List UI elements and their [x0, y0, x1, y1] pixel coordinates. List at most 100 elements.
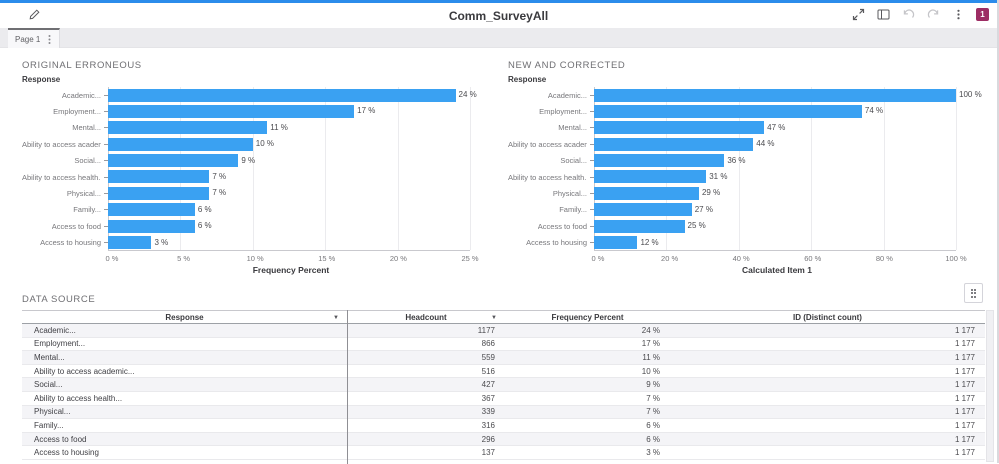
report-layout-icon[interactable] [876, 7, 890, 21]
bar[interactable] [108, 121, 268, 135]
bar[interactable] [594, 186, 699, 200]
table-cell: 24 % [641, 325, 660, 335]
undo-icon[interactable] [901, 7, 915, 21]
chart-title: NEW AND CORRECTED [508, 60, 626, 71]
more-vertical-icon[interactable] [951, 7, 965, 21]
table-cell: 516 [481, 366, 495, 376]
tab-menu-icon[interactable] [47, 34, 52, 45]
bar-chart-new-and-corrected: NEW AND CORRECTED Response Academic... Em… [508, 60, 982, 276]
redo-icon[interactable] [926, 7, 940, 21]
bar[interactable] [594, 88, 956, 102]
bar-value-label: 36 % [727, 155, 746, 165]
column-header[interactable]: Response ▼ [165, 312, 339, 322]
bar[interactable] [108, 104, 355, 118]
bar[interactable] [108, 154, 239, 168]
bar-row[interactable]: 6 % [108, 218, 470, 234]
bar[interactable] [108, 137, 253, 151]
bar[interactable] [108, 236, 152, 250]
bar-value-label: 25 % [687, 221, 706, 231]
category-label: Employment... [508, 103, 594, 119]
bar-row[interactable]: 7 % [108, 185, 470, 201]
table-cell: 1177 [477, 325, 495, 335]
table-row[interactable]: Access to housing 137 3 % 1 177 [22, 446, 985, 460]
column-header[interactable]: Headcount ▼ [405, 312, 497, 322]
column-header[interactable]: ID (Distinct count) [793, 312, 862, 322]
bar-row[interactable]: 74 % [594, 103, 956, 119]
bar-row[interactable]: 31 % [594, 169, 956, 185]
table-row[interactable]: Social... 427 9 % 1 177 [22, 378, 985, 392]
sort-arrow-icon[interactable]: ▼ [491, 315, 497, 321]
bar[interactable] [108, 186, 210, 200]
table-row[interactable]: Access to food 296 6 % 1 177 [22, 432, 985, 447]
bar-value-label: 10 % [255, 139, 275, 149]
frozen-column-divider[interactable] [347, 310, 348, 464]
table-cell: Ability to access health... [34, 393, 123, 403]
table-cell: 316 [481, 420, 495, 430]
bar[interactable] [108, 170, 210, 184]
x-axis-ticks: 0 % 5 % 10 % 15 % 20 % 25 % [106, 251, 479, 263]
bar[interactable] [108, 203, 195, 217]
category-label: Ability to access health... [22, 169, 108, 185]
expand-icon[interactable] [851, 7, 865, 21]
bar[interactable] [108, 219, 195, 233]
bar[interactable] [594, 236, 638, 250]
bar-row[interactable]: 24 % [108, 87, 477, 103]
table-row[interactable]: Mental... 559 11 % 1 177 [22, 351, 985, 365]
y-axis-labels: Academic... Employment... Mental... Ability… [508, 87, 594, 251]
bar-value-label: 9 % [241, 155, 256, 165]
bar-row[interactable]: 17 % [108, 103, 470, 119]
x-tick-label: 60 % [804, 254, 822, 263]
bar-row[interactable]: 29 % [594, 185, 956, 201]
table-body: Academic... 1177 24 % 1 177 Employment... 866… [22, 324, 985, 460]
x-tick-label: 5 % [177, 254, 191, 263]
bar-row[interactable]: 36 % [594, 153, 956, 169]
bar-row[interactable]: 25 % [594, 218, 956, 234]
bar-row[interactable]: 47 % [594, 120, 956, 136]
bar[interactable] [594, 137, 754, 151]
bar[interactable] [594, 121, 765, 135]
bar-row[interactable]: 7 % [108, 169, 470, 185]
table-row[interactable]: Family... 316 6 % 1 177 [22, 419, 985, 433]
table-cell: 7 % [646, 393, 660, 403]
y-axis-labels: Academic... Employment... Mental... Ability… [22, 87, 108, 251]
bar-row[interactable]: 100 % [594, 87, 982, 103]
bar-row[interactable]: 6 % [108, 202, 470, 218]
table-row[interactable]: Ability to access health... 367 7 % 1 177 [22, 391, 985, 406]
bar-row[interactable]: 12 % [594, 235, 956, 251]
edit-pencil-icon[interactable] [28, 8, 41, 21]
category-label: Academic... [508, 87, 594, 103]
bar-row[interactable]: 10 % [108, 136, 470, 152]
sort-arrow-icon[interactable]: ▼ [333, 315, 339, 321]
table-cell: 1 177 [954, 434, 975, 444]
x-tick-label: 40 % [732, 254, 750, 263]
chart-title: ORIGINAL ERRONEOUS [22, 60, 142, 71]
x-tick-label: 0 % [105, 254, 119, 263]
plot-area: 100 % 74 % 47 % 44 % 36 % 31 % 29 % 27 % 25 % 12 … [594, 87, 982, 251]
table-cell: Social... [34, 380, 63, 390]
table-scrollbar[interactable] [986, 310, 994, 462]
alert-badge[interactable]: 1 [976, 7, 989, 21]
bar-row[interactable]: 27 % [594, 202, 956, 218]
x-axis-ticks: 0 % 20 % 40 % 60 % 80 % 100 % [592, 251, 967, 263]
table-row[interactable]: Ability to access academic... 516 10 % 1 17… [22, 364, 985, 379]
object-menu-button[interactable] [964, 283, 983, 303]
bar-row[interactable]: 11 % [108, 120, 470, 136]
tab-page-1[interactable]: Page 1 [8, 28, 61, 48]
bar-row[interactable]: 3 % [108, 235, 470, 251]
bar[interactable] [594, 203, 692, 217]
column-header[interactable]: Frequency Percent [551, 312, 624, 322]
table-row[interactable]: Academic... 1177 24 % 1 177 [22, 324, 985, 338]
category-label: Employment... [22, 103, 108, 119]
table-cell: 1 177 [954, 393, 975, 403]
bar-row[interactable]: 44 % [594, 136, 956, 152]
bar-value-label: 17 % [357, 106, 376, 116]
bar[interactable] [594, 104, 862, 118]
table-cell: 1 177 [954, 352, 975, 362]
table-row[interactable]: Physical... 339 7 % 1 177 [22, 405, 985, 420]
bar[interactable] [594, 170, 707, 184]
table-row[interactable]: Employment... 866 17 % 1 177 [22, 337, 985, 352]
bar[interactable] [594, 154, 725, 168]
bar[interactable] [108, 88, 456, 102]
bar[interactable] [594, 219, 685, 233]
bar-row[interactable]: 9 % [108, 153, 470, 169]
